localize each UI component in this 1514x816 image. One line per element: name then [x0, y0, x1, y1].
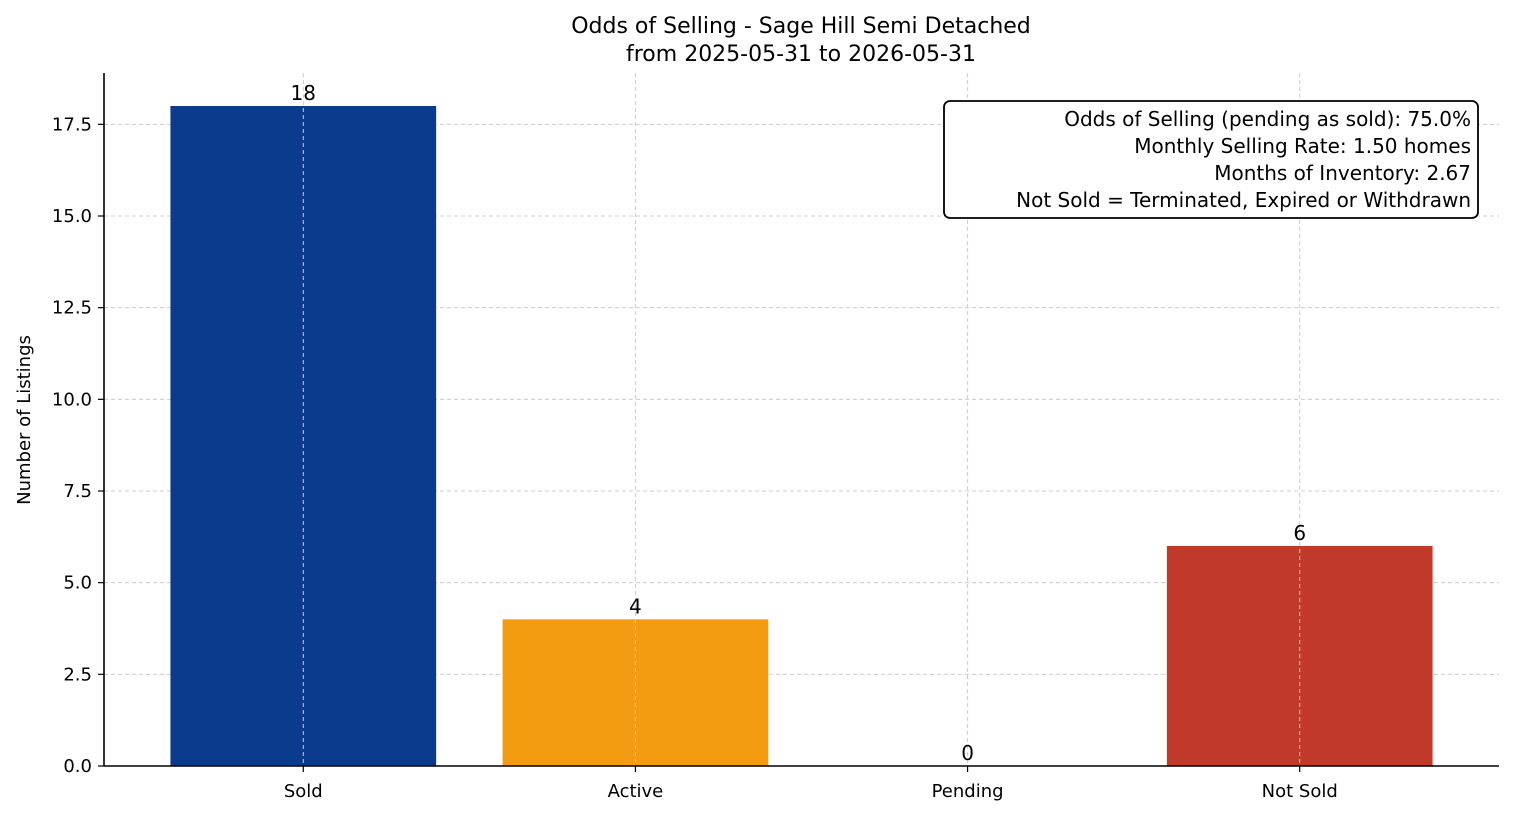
- y-tick-label: 17.5: [52, 114, 92, 135]
- y-tick-label: 15.0: [52, 206, 92, 227]
- y-tick-label: 7.5: [63, 481, 92, 502]
- y-tick-label: 12.5: [52, 298, 92, 319]
- x-tick-label-pending: Pending: [932, 781, 1004, 802]
- bar-value-label-active: 4: [629, 594, 642, 618]
- info-line-not-sold-definition: Not Sold = Terminated, Expired or Withdr…: [1016, 188, 1471, 212]
- info-box-frame: [943, 100, 1479, 219]
- y-axis-label: Number of Listings: [14, 335, 35, 505]
- bar-sold: [170, 106, 437, 766]
- axis-layer: [98, 73, 1499, 772]
- bar-value-label-pending: 0: [961, 741, 974, 765]
- chart-title-line-2: from 2025-05-31 to 2026-05-31: [626, 42, 976, 67]
- x-tick-label-active: Active: [608, 781, 664, 802]
- info-line-selling-rate: Monthly Selling Rate: 1.50 homes: [1134, 134, 1471, 158]
- x-tick-label-not-sold: Not Sold: [1262, 781, 1338, 802]
- info-box: Odds of Selling (pending as sold): 75.0%…: [943, 100, 1479, 219]
- y-tick-label: 10.0: [52, 389, 92, 410]
- y-tick-label: 2.5: [63, 664, 92, 685]
- y-tick-label: 5.0: [63, 573, 92, 594]
- chart-title-line-1: Odds of Selling - Sage Hill Semi Detache…: [571, 14, 1031, 39]
- label-layer: 0.0 2.5 5.0 7.5 10.0 12.5 15.0 17.5 18 Sold 4 Activ…: [52, 81, 1338, 802]
- bar-value-label-not-sold: 6: [1293, 521, 1306, 545]
- bar-layer: [170, 73, 1433, 766]
- x-tick-label-sold: Sold: [284, 781, 323, 802]
- info-line-odds: Odds of Selling (pending as sold): 75.0%: [1064, 107, 1471, 131]
- y-tick-label: 0.0: [63, 756, 92, 777]
- bar-value-label-sold: 18: [291, 81, 316, 105]
- info-line-inventory: Months of Inventory: 2.67: [1214, 161, 1471, 185]
